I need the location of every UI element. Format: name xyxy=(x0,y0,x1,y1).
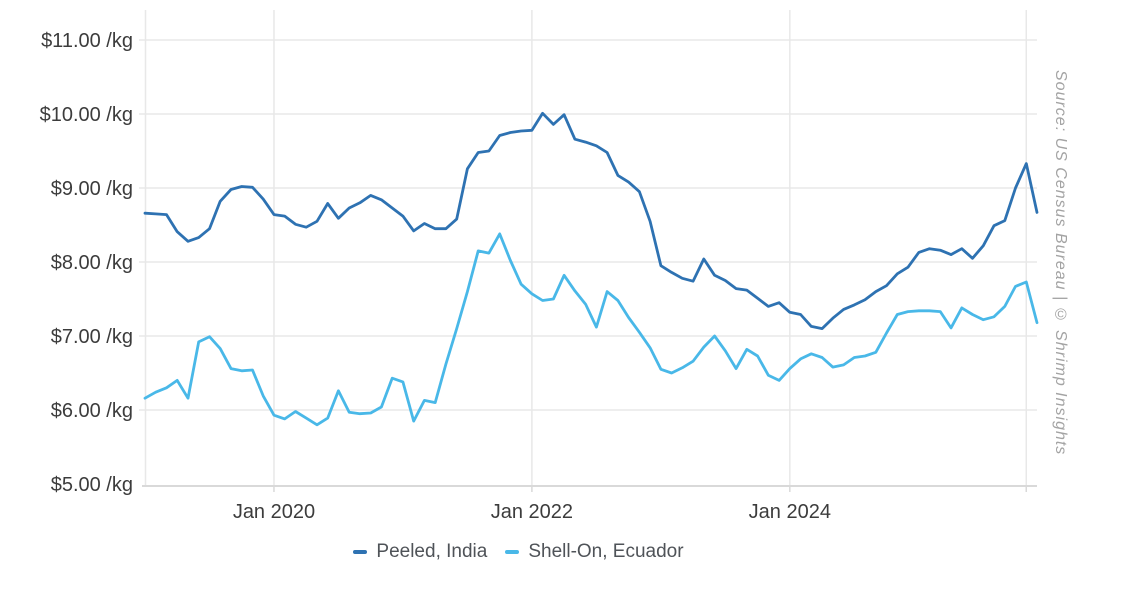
y-axis-label: $11.00 /kg xyxy=(41,30,133,52)
x-axis-label: Jan 2020 xyxy=(233,501,315,523)
price-line-chart: $11.00 /kg $10.00 /kg $9.00 /kg $8.00 /kg $7… xyxy=(40,10,1039,523)
y-axis-label: $7.00 /kg xyxy=(51,326,133,348)
source-attribution: Source: US Census Bureau | © Shrimp Insi… xyxy=(1052,70,1069,456)
y-axis-label: $6.00 /kg xyxy=(51,400,133,422)
series-line-peeled-india[interactable] xyxy=(143,111,1039,331)
legend-marker-shell-on-ecuador xyxy=(505,550,520,554)
legend-item-shell-on-ecuador[interactable]: Shell-On, Ecuador xyxy=(505,541,684,563)
legend-item-peeled-india[interactable]: Peeled, India xyxy=(353,541,487,563)
legend-label: Shell-On, Ecuador xyxy=(528,541,684,562)
series-line-shell-on-ecuador[interactable] xyxy=(143,232,1039,427)
legend-marker-peeled-india xyxy=(353,550,368,554)
legend-label: Peeled, India xyxy=(376,541,488,562)
y-axis-label: $9.00 /kg xyxy=(51,178,133,200)
y-axis-label: $5.00 /kg xyxy=(51,474,133,496)
x-axis-label: Jan 2022 xyxy=(491,501,573,523)
y-axis-label: $10.00 /kg xyxy=(40,104,133,126)
x-axis-label: Jan 2024 xyxy=(749,501,831,523)
chart-legend: Peeled, India Shell-On, Ecuador xyxy=(0,541,1037,563)
y-axis-label: $8.00 /kg xyxy=(51,252,133,274)
